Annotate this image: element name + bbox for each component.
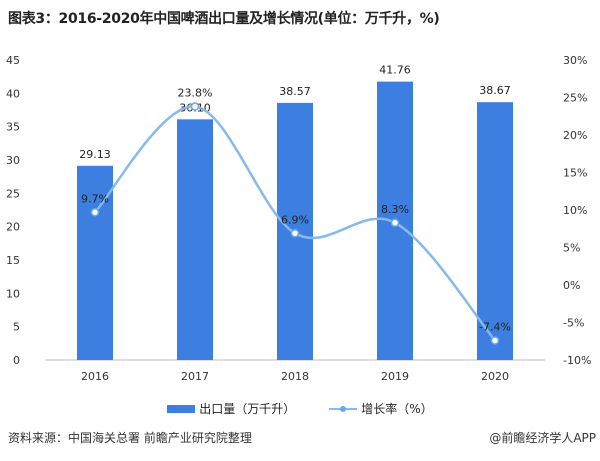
bar-value-label: 38.67: [479, 84, 511, 97]
growth-point-2017: [190, 102, 200, 111]
right-axis-tick: 30%: [563, 54, 587, 67]
legend-bar-swatch: [167, 404, 196, 413]
right-axis-tick: -5%: [563, 317, 584, 330]
growth-value-label: 8.3%: [381, 203, 409, 216]
x-axis-tick: 2020: [481, 370, 509, 383]
right-axis-tick: 10%: [563, 204, 587, 217]
right-axis-tick: 0%: [563, 279, 580, 292]
bar-value-label: 38.57: [279, 85, 311, 98]
growth-point-2019: [390, 218, 400, 227]
left-axis-tick: 35: [6, 121, 20, 134]
x-axis-tick: 2018: [281, 370, 309, 383]
left-axis-tick: 40: [6, 87, 20, 100]
x-axis-tick: 2017: [181, 370, 209, 383]
bar-2020: [477, 102, 513, 360]
left-axis-tick: 30: [6, 154, 20, 167]
right-axis-tick: 20%: [563, 129, 587, 142]
source-note: 资料来源：中国海关总署 前瞻产业研究院整理: [8, 431, 252, 445]
left-axis-tick: 10: [6, 287, 20, 300]
left-axis-tick: 15: [6, 254, 20, 267]
right-axis-tick: -10%: [563, 354, 591, 367]
growth-value-label: 9.7%: [81, 192, 109, 205]
left-axis-tick: 45: [6, 54, 20, 67]
growth-value-label: -7.4%: [479, 321, 511, 334]
growth-point-2020: [490, 336, 500, 345]
legend-label-growth: 增长率（%）: [361, 402, 433, 416]
x-axis-tick: 2019: [381, 370, 409, 383]
left-axis-tick: 0: [13, 354, 20, 367]
bar-value-label: 29.13: [79, 148, 111, 161]
left-axis-tick: 5: [13, 321, 20, 334]
x-axis-tick: 2016: [81, 370, 109, 383]
right-axis-tick: 5%: [563, 242, 580, 255]
growth-value-label: 6.9%: [281, 213, 309, 226]
bar-2017: [177, 119, 213, 360]
legend-line-swatch: [329, 405, 358, 412]
legend-label-export: 出口量（万千升）: [199, 402, 296, 416]
legend-item-growth: 增长率（%）: [329, 400, 433, 417]
growth-value-label: 23.8%: [178, 87, 213, 100]
plot-area: 0 5 10 15 20 25 30 35 40 45 -10% -5% 0% 5% 10% 15% 20% 25…: [6, 54, 591, 383]
legend: 出口量（万千升） 增长率（%）: [0, 400, 600, 417]
chart-title: 图表3：2016-2020年中国啤酒出口量及增长情况(单位：万千升，%): [8, 11, 440, 27]
left-axis-tick: 20: [6, 221, 20, 234]
right-axis-tick: 25%: [563, 92, 587, 105]
legend-item-export: 出口量（万千升）: [167, 400, 295, 417]
growth-point-2016: [90, 208, 100, 217]
bar-value-label: 41.76: [379, 64, 411, 77]
left-axis-tick: 25: [6, 187, 20, 200]
growth-point-2018: [290, 229, 300, 238]
brand-note: @前瞻经济学人APP: [489, 431, 596, 445]
right-axis-tick: 15%: [563, 167, 587, 180]
